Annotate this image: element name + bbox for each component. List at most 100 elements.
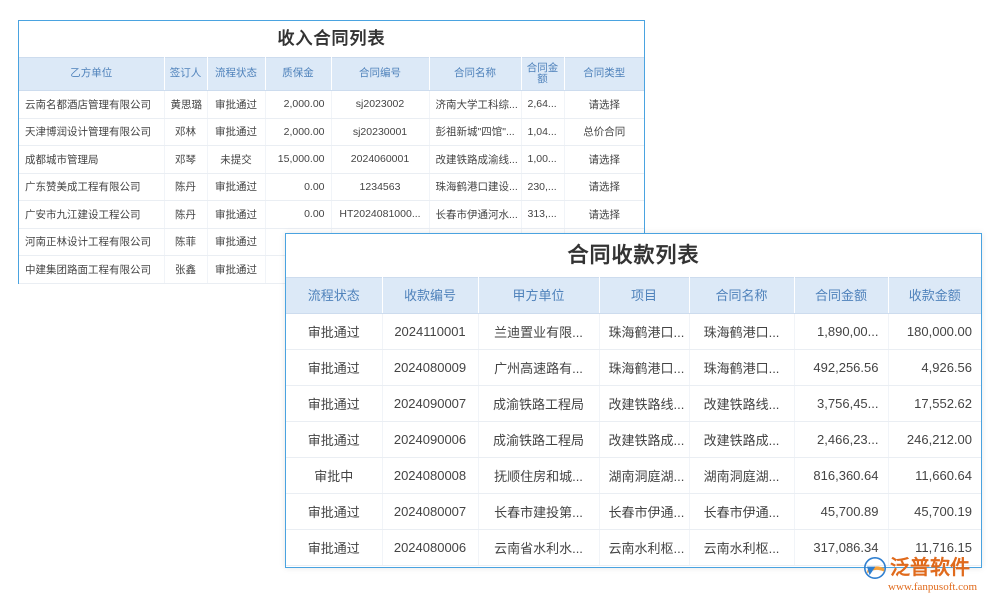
income-cell-contract-no[interactable]: sj2023002 bbox=[331, 90, 430, 119]
income-col-party-b[interactable]: 乙方单位 bbox=[19, 57, 165, 91]
receipt-table-row[interactable]: 审批通过 2024090006 成渝铁路工程局 改建铁路成... 改建铁路成... 2,4… bbox=[286, 421, 981, 458]
income-cell-contract-type: 请选择 bbox=[564, 90, 644, 119]
income-cell-signer[interactable]: 陈丹 bbox=[164, 200, 208, 229]
income-table-row[interactable]: 云南名都酒店管理有限公司 黄思璐 审批通过 2,000.00 sj2023002 济南大学… bbox=[19, 90, 644, 119]
receipt-cell-project[interactable]: 云南水利枢... bbox=[599, 529, 690, 566]
receipt-table-row[interactable]: 审批通过 2024080009 广州高速路有... 珠海鹤港口... 珠海鹤港口... 4… bbox=[286, 349, 981, 386]
receipt-table-row[interactable]: 审批通过 2024110001 兰迪置业有限... 珠海鹤港口... 珠海鹤港口... 1… bbox=[286, 313, 981, 350]
receipt-table-row[interactable]: 审批通过 2024090007 成渝铁路工程局 改建铁路线... 改建铁路线... 3,7… bbox=[286, 385, 981, 422]
income-table-body: 云南名都酒店管理有限公司 黄思璐 审批通过 2,000.00 sj2023002 济南大学… bbox=[19, 90, 644, 284]
receipt-cell-receipt-no[interactable]: 2024080008 bbox=[382, 457, 479, 494]
income-cell-signer[interactable]: 黄思璐 bbox=[164, 90, 208, 119]
income-cell-status: 未提交 bbox=[207, 145, 266, 174]
income-col-status[interactable]: 流程状态 bbox=[207, 57, 266, 91]
income-cell-signer[interactable]: 邓林 bbox=[164, 118, 208, 146]
receipt-cell-contract-amount: 1,890,00... bbox=[794, 313, 889, 350]
income-cell-signer[interactable]: 邓琴 bbox=[164, 145, 208, 174]
receipt-cell-contract-name[interactable]: 改建铁路成... bbox=[689, 421, 795, 458]
income-cell-contract-name[interactable]: 改建铁路成渝线... bbox=[429, 145, 522, 174]
income-table-row[interactable]: 成都城市管理局 邓琴 未提交 15,000.00 2024060001 改建铁路成渝线..… bbox=[19, 145, 644, 174]
receipt-cell-status: 审批通过 bbox=[286, 385, 383, 422]
receipt-col-receipt-amount[interactable]: 收款金额 bbox=[888, 277, 981, 314]
receipt-col-project[interactable]: 项目 bbox=[599, 277, 690, 314]
receipt-col-contract-name[interactable]: 合同名称 bbox=[689, 277, 795, 314]
receipt-cell-contract-amount: 3,756,45... bbox=[794, 385, 889, 422]
income-cell-party-b[interactable]: 成都城市管理局 bbox=[19, 145, 165, 174]
income-cell-signer[interactable]: 张鑫 bbox=[164, 255, 208, 284]
income-col-contract-no[interactable]: 合同编号 bbox=[331, 57, 430, 91]
income-cell-signer[interactable]: 陈菲 bbox=[164, 228, 208, 256]
receipt-cell-project[interactable]: 长春市伊通... bbox=[599, 493, 690, 530]
income-cell-warranty: 2,000.00 bbox=[265, 90, 332, 119]
income-col-signer[interactable]: 签订人 bbox=[164, 57, 208, 91]
income-cell-party-b[interactable]: 云南名都酒店管理有限公司 bbox=[19, 90, 165, 119]
receipt-cell-receipt-amount: 17,552.62 bbox=[888, 385, 981, 422]
receipt-table-row[interactable]: 审批通过 2024080006 云南省水利水... 云南水利枢... 云南水利枢... 3… bbox=[286, 529, 981, 566]
income-cell-contract-name[interactable]: 彭祖新城"四馆"... bbox=[429, 118, 522, 146]
receipt-cell-contract-name[interactable]: 长春市伊通... bbox=[689, 493, 795, 530]
income-cell-contract-no[interactable]: HT2024081000... bbox=[331, 200, 430, 229]
receipt-cell-party-a: 抚顺住房和城... bbox=[478, 457, 600, 494]
income-cell-signer[interactable]: 陈丹 bbox=[164, 173, 208, 201]
receipt-table-row[interactable]: 审批通过 2024080007 长春市建投第... 长春市伊通... 长春市伊通... 4… bbox=[286, 493, 981, 530]
income-col-contract-name[interactable]: 合同名称 bbox=[429, 57, 522, 91]
income-col-warranty[interactable]: 质保金 bbox=[265, 57, 332, 91]
income-cell-contract-name[interactable]: 济南大学工科综... bbox=[429, 90, 522, 119]
income-cell-contract-type: 请选择 bbox=[564, 145, 644, 174]
receipt-cell-status: 审批通过 bbox=[286, 493, 383, 530]
receipt-cell-receipt-no[interactable]: 2024080009 bbox=[382, 349, 479, 386]
receipt-col-contract-amount[interactable]: 合同金额 bbox=[794, 277, 889, 314]
receipt-cell-party-a: 成渝铁路工程局 bbox=[478, 385, 600, 422]
receipt-col-receipt-no[interactable]: 收款编号 bbox=[382, 277, 479, 314]
income-cell-status: 审批通过 bbox=[207, 90, 266, 119]
receipt-cell-project[interactable]: 珠海鹤港口... bbox=[599, 313, 690, 350]
income-contract-table: 乙方单位 签订人 流程状态 质保金 合同编号 合同名称 合同金额 合同类型 云南… bbox=[19, 57, 644, 284]
receipt-cell-contract-amount: 2,466,23... bbox=[794, 421, 889, 458]
income-cell-status: 审批通过 bbox=[207, 118, 266, 146]
receipt-col-party-a[interactable]: 甲方单位 bbox=[478, 277, 600, 314]
income-cell-party-b[interactable]: 广东赞美成工程有限公司 bbox=[19, 173, 165, 201]
receipt-cell-contract-name[interactable]: 改建铁路线... bbox=[689, 385, 795, 422]
income-table-row[interactable]: 广安市九江建设工程公司 陈丹 审批通过 0.00 HT2024081000... 长春市伊… bbox=[19, 200, 644, 229]
income-cell-warranty: 0.00 bbox=[265, 173, 332, 201]
contract-receipt-table: 流程状态 收款编号 甲方单位 项目 合同名称 合同金额 收款金额 审批通过 202… bbox=[286, 277, 981, 566]
income-table-row[interactable]: 广东赞美成工程有限公司 陈丹 审批通过 0.00 1234563 珠海鹤港口建设... 23… bbox=[19, 173, 644, 201]
income-table-row[interactable]: 天津博润设计管理有限公司 邓林 审批通过 2,000.00 sj20230001 彭祖新城… bbox=[19, 118, 644, 146]
receipt-cell-receipt-no[interactable]: 2024090006 bbox=[382, 421, 479, 458]
income-cell-amount: 313,... bbox=[521, 200, 565, 229]
receipt-table-row[interactable]: 审批中 2024080008 抚顺住房和城... 湖南洞庭湖... 湖南洞庭湖... 81… bbox=[286, 457, 981, 494]
receipt-cell-project[interactable]: 改建铁路成... bbox=[599, 421, 690, 458]
income-cell-party-b[interactable]: 中建集团路面工程有限公司 bbox=[19, 255, 165, 284]
receipt-cell-project[interactable]: 珠海鹤港口... bbox=[599, 349, 690, 386]
income-cell-contract-no[interactable]: 1234563 bbox=[331, 173, 430, 201]
receipt-cell-contract-name[interactable]: 珠海鹤港口... bbox=[689, 313, 795, 350]
income-col-amount[interactable]: 合同金额 bbox=[521, 57, 565, 91]
receipt-cell-receipt-no[interactable]: 2024080006 bbox=[382, 529, 479, 566]
income-cell-contract-type: 请选择 bbox=[564, 200, 644, 229]
receipt-cell-receipt-amount: 4,926.56 bbox=[888, 349, 981, 386]
income-cell-party-b[interactable]: 天津博润设计管理有限公司 bbox=[19, 118, 165, 146]
income-cell-warranty: 0.00 bbox=[265, 200, 332, 229]
income-col-contract-type[interactable]: 合同类型 bbox=[564, 57, 644, 91]
receipt-cell-project[interactable]: 湖南洞庭湖... bbox=[599, 457, 690, 494]
receipt-col-status[interactable]: 流程状态 bbox=[286, 277, 383, 314]
income-cell-contract-type: 总价合同 bbox=[564, 118, 644, 146]
receipt-cell-receipt-no[interactable]: 2024080007 bbox=[382, 493, 479, 530]
income-cell-contract-no[interactable]: sj20230001 bbox=[331, 118, 430, 146]
receipt-cell-receipt-no[interactable]: 2024110001 bbox=[382, 313, 479, 350]
receipt-panel-title: 合同收款列表 bbox=[567, 244, 700, 267]
receipt-cell-receipt-no[interactable]: 2024090007 bbox=[382, 385, 479, 422]
income-cell-status: 审批通过 bbox=[207, 255, 266, 284]
income-cell-party-b[interactable]: 河南正林设计工程有限公司 bbox=[19, 228, 165, 256]
income-cell-contract-name[interactable]: 长春市伊通河水... bbox=[429, 200, 522, 229]
income-cell-contract-name[interactable]: 珠海鹤港口建设... bbox=[429, 173, 522, 201]
receipt-cell-status: 审批通过 bbox=[286, 421, 383, 458]
receipt-table-header: 流程状态 收款编号 甲方单位 项目 合同名称 合同金额 收款金额 bbox=[286, 277, 981, 314]
income-cell-contract-no[interactable]: 2024060001 bbox=[331, 145, 430, 174]
receipt-cell-contract-name[interactable]: 珠海鹤港口... bbox=[689, 349, 795, 386]
income-cell-party-b[interactable]: 广安市九江建设工程公司 bbox=[19, 200, 165, 229]
receipt-cell-contract-name[interactable]: 湖南洞庭湖... bbox=[689, 457, 795, 494]
receipt-cell-contract-name[interactable]: 云南水利枢... bbox=[689, 529, 795, 566]
receipt-cell-party-a: 广州高速路有... bbox=[478, 349, 600, 386]
receipt-cell-project[interactable]: 改建铁路线... bbox=[599, 385, 690, 422]
